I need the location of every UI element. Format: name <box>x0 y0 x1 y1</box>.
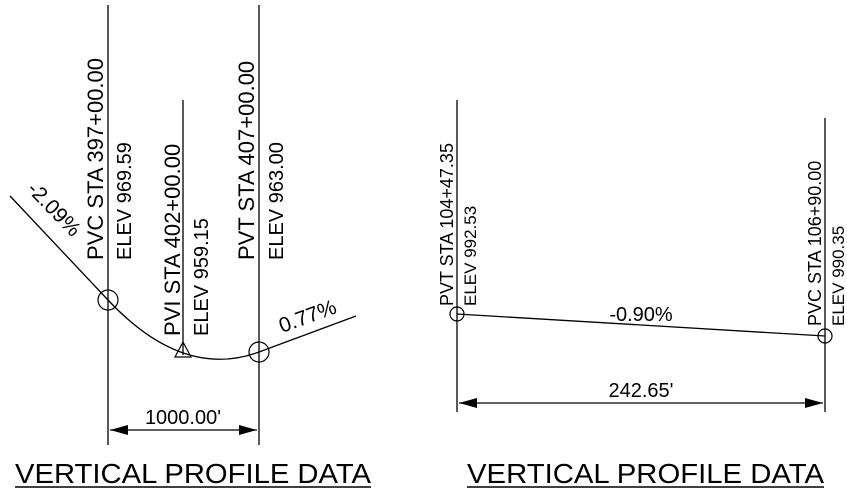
pvc-circle-marker <box>97 289 119 311</box>
pvc-elevation-label: ELEV 969.59 <box>114 142 136 260</box>
outgoing-grade-line <box>258 315 357 353</box>
right-caption: VERTICAL PROFILE DATA <box>467 458 824 489</box>
curve-length-label: 1000.00' <box>145 407 221 429</box>
length-label: 242.65' <box>609 380 674 402</box>
pvt-elevation-label: ELEV 963.00 <box>266 142 288 260</box>
pvc-elevation-label-right: ELEV 990.35 <box>829 226 847 326</box>
pvi-station-label: PVI STA 402+00.00 <box>160 144 185 336</box>
dimension-arrow-left-icon-right <box>459 398 477 408</box>
dimension-arrow-right-icon <box>239 425 257 435</box>
left-profile: PVC STA 397+00.00 ELEV 969.59 PVI STA 40… <box>9 5 371 489</box>
pvt-station-label-right: PVT STA 104+47.35 <box>437 143 457 306</box>
dimension-arrow-right-icon-right <box>805 398 823 408</box>
grade-line <box>456 313 826 337</box>
pvc-station-label: PVC STA 397+00.00 <box>83 58 108 260</box>
incoming-grade-line <box>9 195 109 301</box>
pvt-circle-marker <box>248 341 270 363</box>
right-profile: PVT STA 104+47.35 ELEV 992.53 PVC STA 10… <box>437 100 847 489</box>
pvc-station-label-right: PVC STA 106+90.00 <box>805 161 825 326</box>
pvi-elevation-label: ELEV 959.15 <box>191 218 213 336</box>
pvt-station-label: PVT STA 407+00.00 <box>234 61 259 260</box>
pvt-elevation-label-right: ELEV 992.53 <box>461 206 480 306</box>
outgoing-grade-label: 0.77% <box>276 296 340 338</box>
dimension-arrow-left-icon <box>110 425 128 435</box>
pvc-circle-marker-right <box>817 328 833 344</box>
grade-label: -0.90% <box>609 304 673 326</box>
incoming-grade-label: -2.09% <box>22 177 85 241</box>
pvt-circle-marker-right <box>449 306 465 322</box>
vertical-curve <box>107 299 260 360</box>
left-caption: VERTICAL PROFILE DATA <box>15 458 371 489</box>
pvi-triangle-marker <box>174 340 192 358</box>
